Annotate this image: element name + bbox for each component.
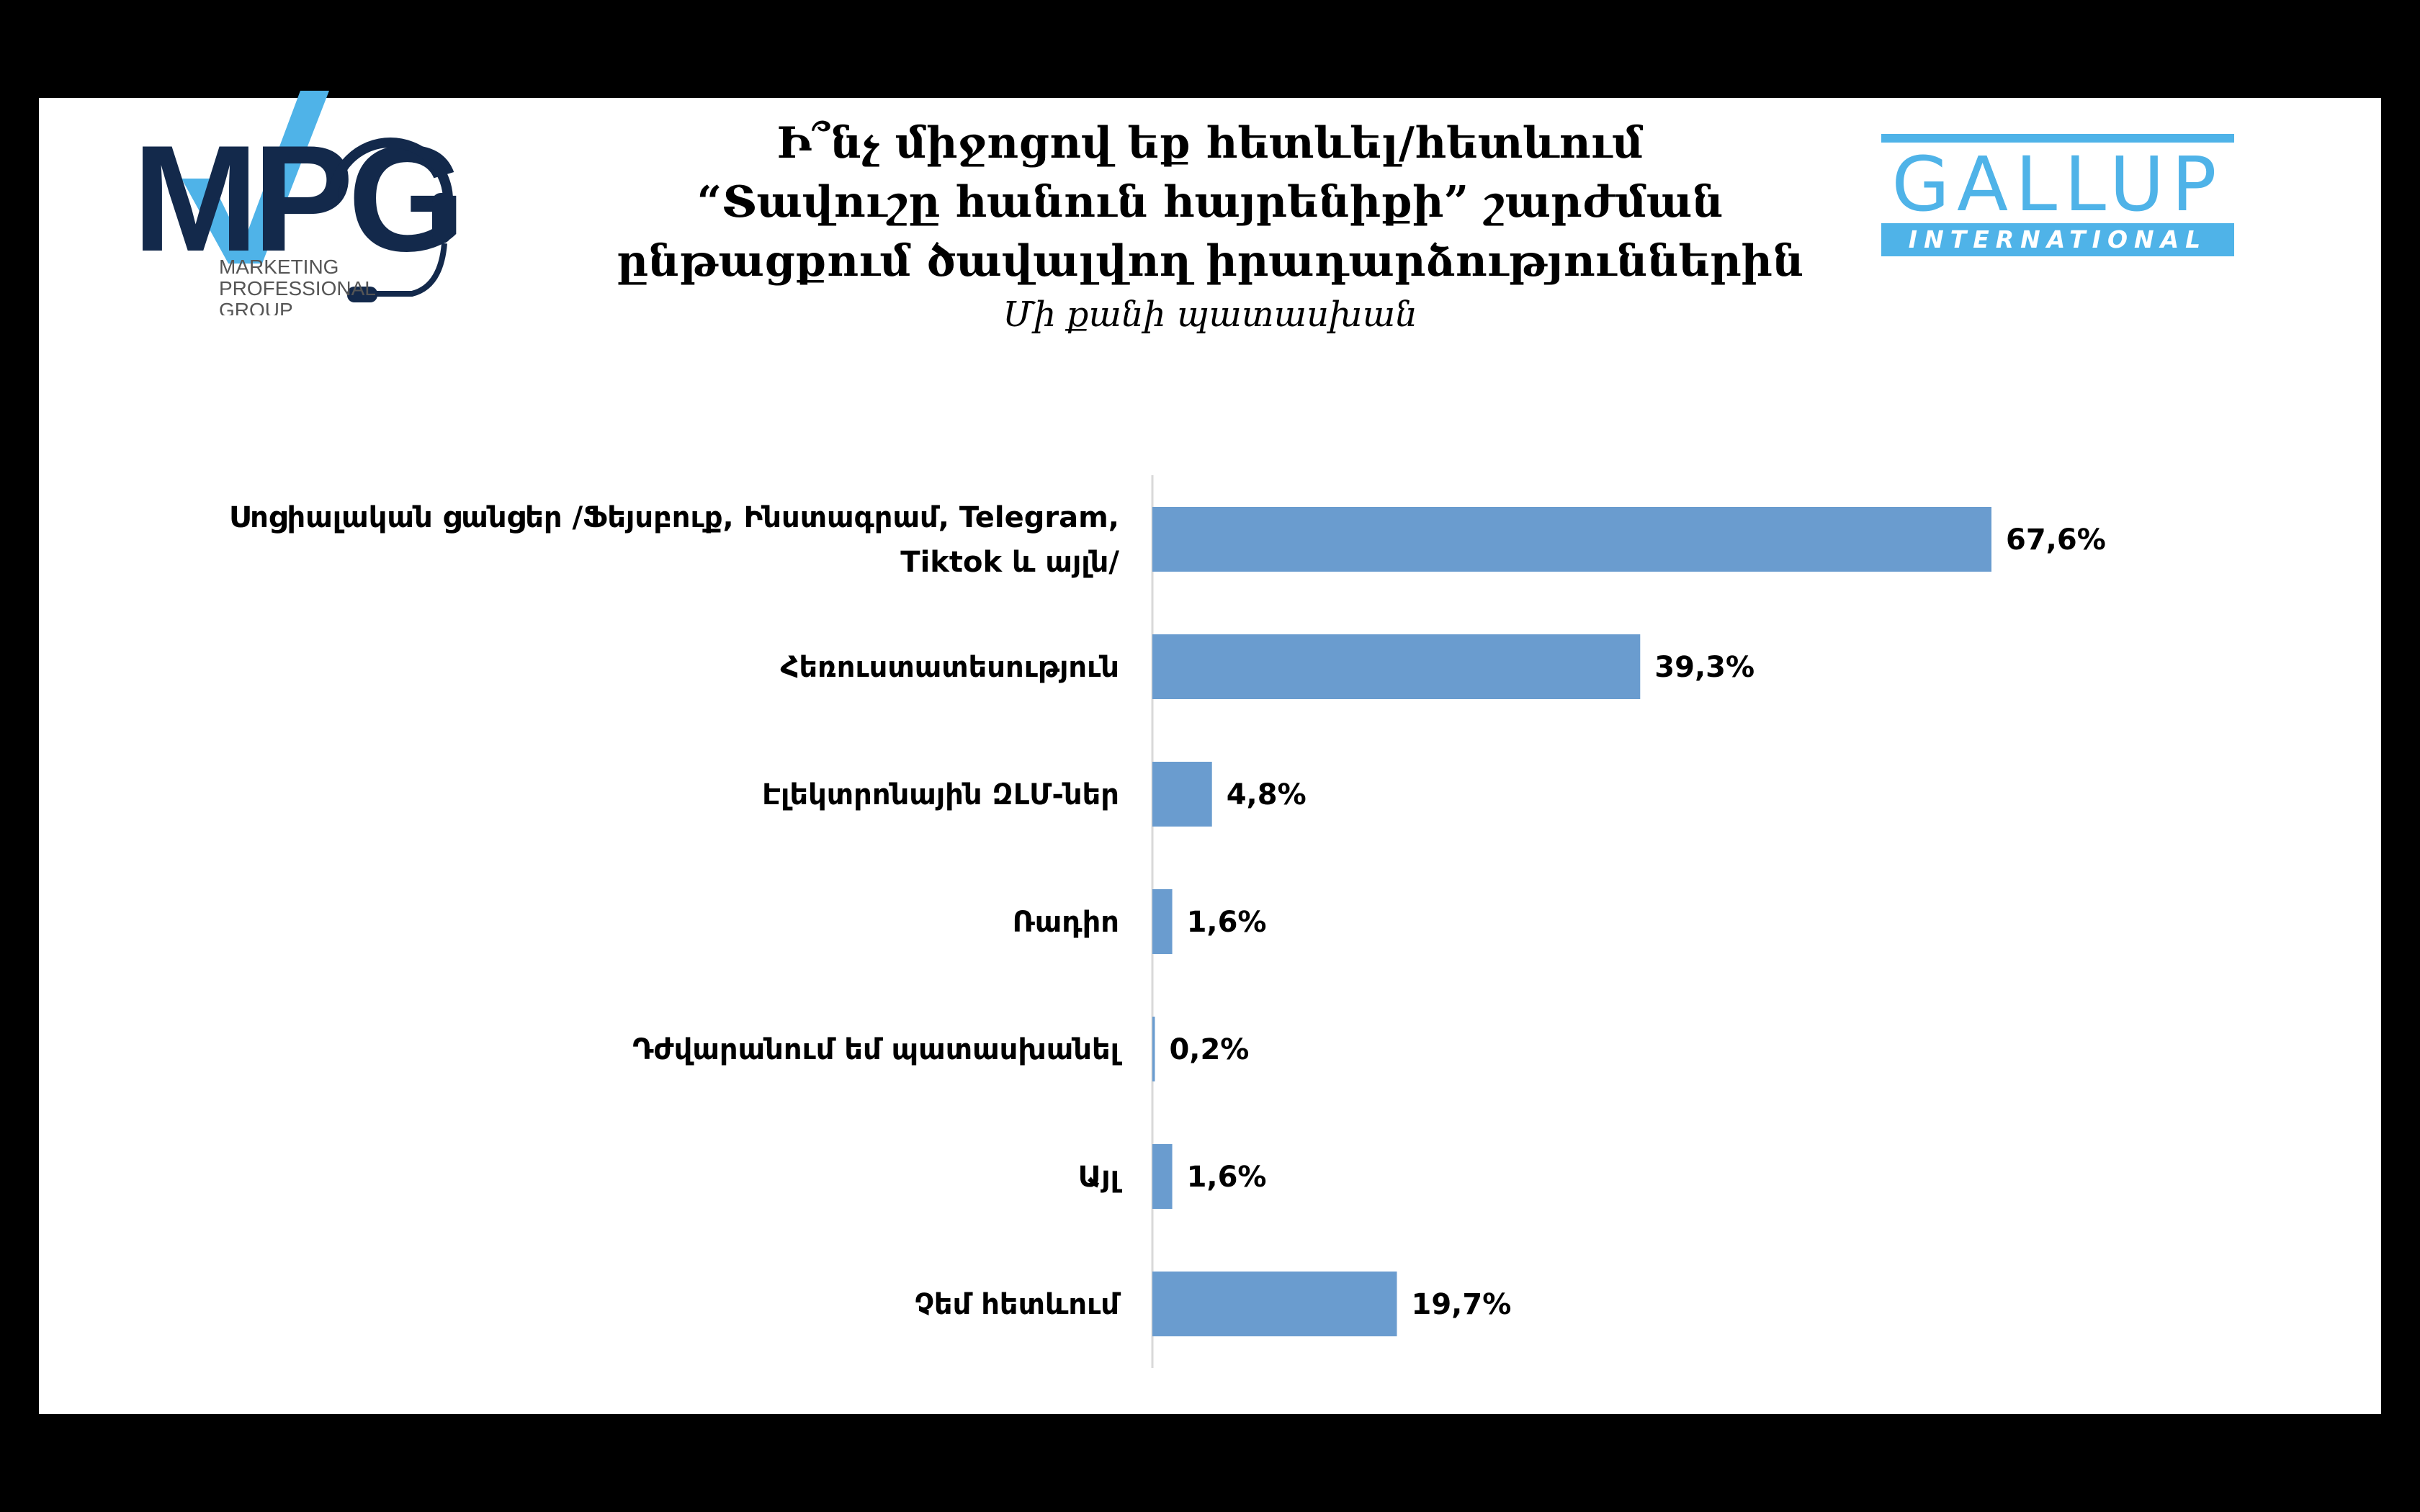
bar-0 bbox=[1152, 507, 1991, 572]
value-label-1: 39,3% bbox=[1654, 651, 1754, 684]
value-label-0: 67,6% bbox=[2006, 523, 2106, 557]
chart-title: Ի՞նչ միջոցով եք հետևել/հետևում “Տավուշը … bbox=[598, 114, 1822, 338]
category-label-0-line-1: Tiktok և այլն/ bbox=[900, 546, 1119, 579]
category-label-6: Չեմ հետևում bbox=[915, 1288, 1121, 1321]
bar-6 bbox=[1152, 1272, 1397, 1336]
value-label-5: 1,6% bbox=[1187, 1161, 1267, 1194]
value-label-2: 4,8% bbox=[1227, 778, 1307, 811]
mpg-logo: MPG MARKETING PROFESSIONAL GROUP bbox=[95, 78, 520, 321]
category-label-4: Դժվարանում եմ պատասխանել bbox=[632, 1033, 1122, 1066]
gallup-international-logo: GALLUP INTERNATIONAL bbox=[1881, 134, 2234, 256]
gallup-wordmark: GALLUP bbox=[1891, 140, 2224, 228]
category-label-2: Էլեկտրոնային ԶԼՄ-ներ bbox=[762, 778, 1119, 811]
mpg-headset-earpiece bbox=[432, 193, 451, 243]
bar-1 bbox=[1152, 634, 1641, 699]
value-label-3: 1,6% bbox=[1187, 906, 1267, 939]
gallup-top-bar bbox=[1881, 134, 2234, 143]
chart-subtitle: Մի քանի պատասխան bbox=[1003, 294, 1417, 335]
bar-4 bbox=[1152, 1017, 1155, 1081]
title-line-3: ընթացքում ծավալվող իրադարձություններին bbox=[616, 236, 1804, 287]
title-line-1: Ի՞նչ միջոցով եք հետևել/հետևում bbox=[776, 118, 1644, 168]
value-label-6: 19,7% bbox=[1412, 1288, 1512, 1321]
mpg-checkmark-shape bbox=[182, 91, 329, 264]
mpg-logo-graphic: MPG MARKETING PROFESSIONAL GROUP bbox=[133, 91, 465, 321]
gallup-band bbox=[1881, 223, 2234, 256]
mpg-tagline-1: MARKETING bbox=[219, 256, 339, 278]
mpg-headset-arc bbox=[328, 138, 453, 201]
value-label-4: 0,2% bbox=[1169, 1033, 1249, 1066]
slide-background bbox=[39, 98, 2381, 1414]
title-line-2: “Տավուշը հանուն հայրենիքի” շարժման bbox=[696, 177, 1724, 228]
bar-2 bbox=[1152, 762, 1212, 827]
gallup-subtitle: INTERNATIONAL bbox=[1908, 225, 2208, 253]
bar-5 bbox=[1152, 1144, 1173, 1209]
mpg-headset-mic bbox=[347, 287, 377, 302]
bar-3 bbox=[1152, 889, 1173, 954]
category-label-3: Ռադիո bbox=[1013, 906, 1119, 939]
mpg-headset-mic-arm bbox=[369, 243, 447, 297]
mpg-tagline-2: PROFESSIONAL bbox=[219, 277, 376, 300]
category-label-1: Հեռուստատեսություն bbox=[780, 651, 1119, 684]
category-label-0-line-0: Սոցիալական ցանցեր /Ֆեյսբուք, Ինստագրամ, … bbox=[229, 501, 1119, 534]
category-label-5: Այլ bbox=[1078, 1161, 1123, 1194]
